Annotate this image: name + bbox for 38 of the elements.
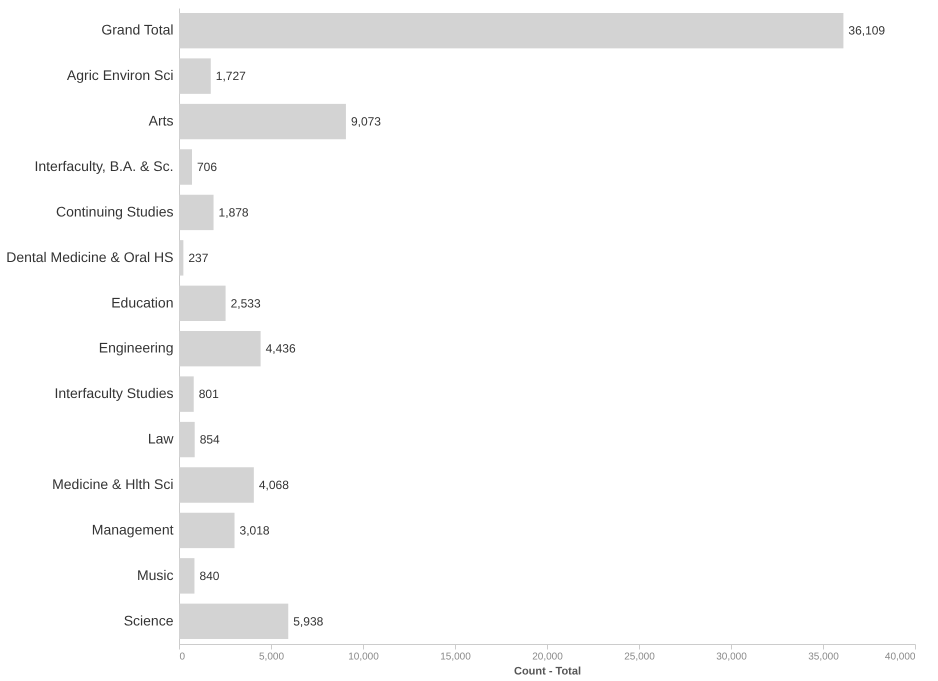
y-tick-label: Music bbox=[136, 566, 174, 583]
y-tick-label: Interfaculty Studies bbox=[54, 385, 174, 402]
data-label: 854 bbox=[200, 432, 220, 447]
y-tick-label: Law bbox=[148, 430, 174, 447]
data-label: 2,533 bbox=[230, 296, 261, 310]
data-label: 5,938 bbox=[293, 614, 324, 628]
data-label: 3,018 bbox=[240, 523, 270, 538]
data-label: 36,109 bbox=[848, 24, 886, 38]
y-tick-label: Education bbox=[111, 294, 174, 310]
x-tick-label: 40,000 bbox=[884, 652, 916, 662]
y-tick-label: Arts bbox=[148, 112, 174, 129]
y-tick-label: Grand Total bbox=[101, 22, 174, 38]
data-label: 4,436 bbox=[266, 342, 296, 356]
data-label: 9,073 bbox=[350, 114, 382, 129]
x-tick-label: 30,000 bbox=[716, 652, 748, 662]
data-label: 237 bbox=[188, 250, 209, 265]
y-tick-label: Medicine & Hlth Sci bbox=[52, 476, 174, 492]
data-label: 1,727 bbox=[216, 69, 246, 84]
x-tick-label: 10,000 bbox=[348, 652, 380, 662]
x-axis-title: Count - Total bbox=[514, 666, 581, 678]
y-tick-label: Management bbox=[92, 521, 174, 538]
data-label: 4,068 bbox=[258, 478, 290, 492]
x-tick-label: 20,000 bbox=[532, 652, 564, 662]
x-tick-label: 35,000 bbox=[808, 652, 840, 662]
x-tick-label: 5,000 bbox=[258, 652, 284, 662]
data-label: 840 bbox=[199, 568, 220, 583]
x-tick-label: 25,000 bbox=[624, 652, 656, 662]
data-label: 1,878 bbox=[218, 205, 249, 220]
y-tick-label: Continuing Studies bbox=[56, 203, 174, 220]
y-tick-label: Dental Medicine & Oral HS bbox=[6, 248, 174, 265]
data-label: 801 bbox=[198, 387, 220, 402]
data-label: 706 bbox=[196, 160, 218, 174]
x-tick-label: 0 bbox=[180, 652, 186, 662]
x-tick-label: 15,000 bbox=[440, 652, 472, 662]
y-tick-label: Interfaculty, B.A. & Sc. bbox=[34, 158, 174, 174]
y-tick-label: Agric Environ Sci bbox=[66, 67, 174, 84]
y-tick-label: Engineering bbox=[98, 340, 174, 356]
y-tick-label: Science bbox=[124, 612, 174, 628]
